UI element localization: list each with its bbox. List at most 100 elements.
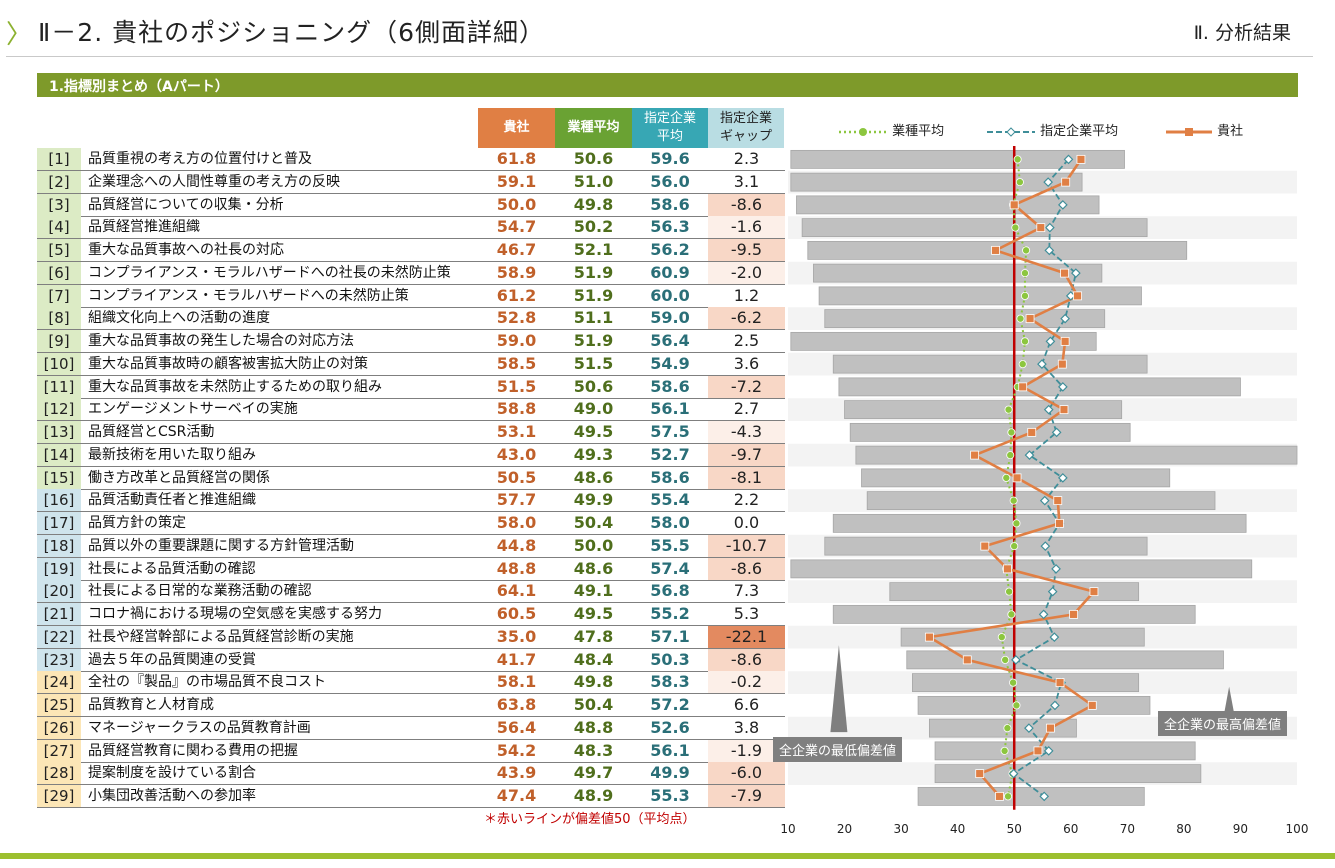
industry-value: 51.0: [573, 171, 614, 191]
industry-value: 49.5: [573, 422, 614, 441]
table-row: [3] 品質経営についての収集・分析 50.0 49.8 58.6 -8.6: [37, 193, 785, 217]
industry-value: 49.8: [573, 194, 614, 214]
industry-value: 50.4: [573, 695, 614, 714]
row-label: 組織文化向上への活動の進度: [88, 310, 270, 327]
gap-value: 0.0: [733, 513, 760, 532]
range-bar: [917, 695, 1151, 715]
range-bar: [832, 354, 1148, 374]
industry-value: 49.3: [573, 444, 614, 464]
x-tick-label: 90: [1233, 822, 1248, 836]
x-tick-label: 30: [893, 822, 908, 836]
company-point: [1012, 473, 1022, 483]
table-row: [1] 品質重視の考え方の位置付けと普及 61.8 50.6 59.6 2.3: [37, 148, 785, 171]
designated-value: 55.5: [650, 535, 690, 555]
company-value: 35.0: [496, 626, 537, 646]
company-point: [1069, 609, 1079, 619]
designated-value: 56.0: [650, 171, 690, 191]
row-label: 社長による日常的な業務活動の確認: [88, 583, 312, 600]
legend-designated: 指定企業平均: [986, 120, 1118, 139]
company-point: [962, 655, 972, 665]
gap-value: -8.6: [708, 648, 785, 671]
industry-point: [1001, 655, 1010, 664]
designated-value: 57.1: [650, 626, 690, 646]
row-index: [8]: [37, 307, 81, 330]
industry-point: [1020, 337, 1029, 346]
table-row: [22] 社長や経営幹部による品質経営診断の実施 35.0 47.8 57.1 -22.1: [37, 625, 785, 649]
industry-value: 49.5: [573, 604, 614, 623]
designated-point: [1039, 495, 1050, 506]
industry-point: [1018, 360, 1027, 369]
range-bar: [855, 445, 1298, 465]
designated-value: 55.3: [650, 786, 690, 805]
company-point: [1060, 268, 1069, 278]
company-point: [995, 791, 1004, 801]
industry-value: 48.6: [573, 558, 614, 578]
range-bar: [790, 172, 1083, 192]
company-value: 54.2: [496, 740, 537, 760]
footer-bar: [0, 853, 1335, 859]
header-industry-avg: 業種平均: [555, 108, 632, 148]
row-label: 重大な品質事故を未然防止するための取り組み: [88, 378, 382, 395]
designated-value: 50.3: [650, 649, 690, 669]
range-bar: [832, 513, 1247, 533]
designated-point: [1058, 382, 1068, 392]
industry-value: 50.6: [573, 376, 614, 396]
section-tag: Ⅱ. 分析結果: [1193, 22, 1291, 44]
legend-industry-swatch: [839, 127, 887, 136]
x-tick-label: 10: [780, 822, 795, 836]
gap-value: -0.2: [708, 671, 785, 694]
company-point: [1055, 518, 1064, 528]
industry-value: 49.1: [573, 581, 614, 601]
industry-value: 50.0: [573, 535, 614, 555]
table-row: [23] 過去５年の品質関連の受賞 41.7 48.4 50.3 -8.6: [37, 648, 785, 672]
gap-value: 2.2: [733, 490, 760, 510]
industry-point: [1000, 746, 1009, 755]
header-designated-gap: 指定企業 ギャップ: [708, 108, 784, 148]
gap-value: 5.3: [733, 604, 760, 623]
industry-value: 48.9: [573, 786, 614, 805]
company-point: [924, 632, 934, 642]
gap-value: -8.6: [708, 193, 785, 216]
row-index: [9]: [37, 330, 81, 352]
legend-industry: 業種平均: [838, 120, 944, 139]
company-value: 61.2: [496, 285, 537, 305]
company-value: 64.1: [496, 581, 537, 601]
company-point: [1087, 700, 1097, 710]
company-point: [1018, 382, 1028, 392]
industry-value: 48.8: [573, 717, 614, 737]
range-bar: [934, 741, 1196, 761]
designated-point: [1037, 359, 1047, 369]
industry-value: 51.9: [573, 262, 614, 282]
range-bar: [801, 218, 1148, 238]
x-tick-label: 60: [1063, 822, 1078, 836]
row-index: [29]: [37, 785, 81, 807]
industry-value: 49.9: [573, 490, 614, 510]
gap-value: -9.5: [708, 239, 785, 261]
company-value: 56.4: [496, 717, 537, 737]
table-row: [8] 組織文化向上への活動の進度 52.8 51.1 59.0 -6.2: [37, 307, 785, 331]
company-value: 58.1: [496, 672, 537, 692]
row-index: [4]: [37, 216, 81, 239]
row-index: [17]: [37, 512, 81, 534]
page-title: Ⅱ－2. 貴社のポジショニング（6側面詳細）: [38, 18, 546, 47]
gap-value: -7.9: [708, 785, 785, 807]
table-row: [25] 品質教育と人材育成 63.8 50.4 57.2 6.6: [37, 694, 785, 717]
x-tick-label: 100: [1286, 822, 1309, 836]
table-row: [16] 品質活動責任者と推進組織 57.7 49.9 55.4 2.2: [37, 489, 785, 513]
company-point: [1057, 359, 1067, 369]
row-label: 重大な品質事故への社長の対応: [88, 242, 284, 258]
callout-min-score: 全企業の最低偏差値: [773, 737, 903, 762]
legend-industry-label: 業種平均: [892, 124, 945, 139]
company-point: [1046, 723, 1055, 733]
gap-value: 1.2: [733, 285, 760, 305]
company-point: [1053, 496, 1063, 506]
legend-designated-swatch: [987, 126, 1035, 137]
table-row: [19] 社長による品質活動の確認 48.8 48.6 57.4 -8.6: [37, 557, 785, 581]
row-label: 過去５年の品質関連の受賞: [88, 651, 256, 668]
row-label: 小集団改善活動への参加率: [88, 788, 256, 804]
industry-point: [1012, 519, 1021, 528]
industry-point: [1007, 428, 1016, 437]
gap-value: 3.6: [733, 353, 760, 373]
industry-point: [1009, 496, 1018, 505]
row-index: [1]: [37, 148, 81, 170]
